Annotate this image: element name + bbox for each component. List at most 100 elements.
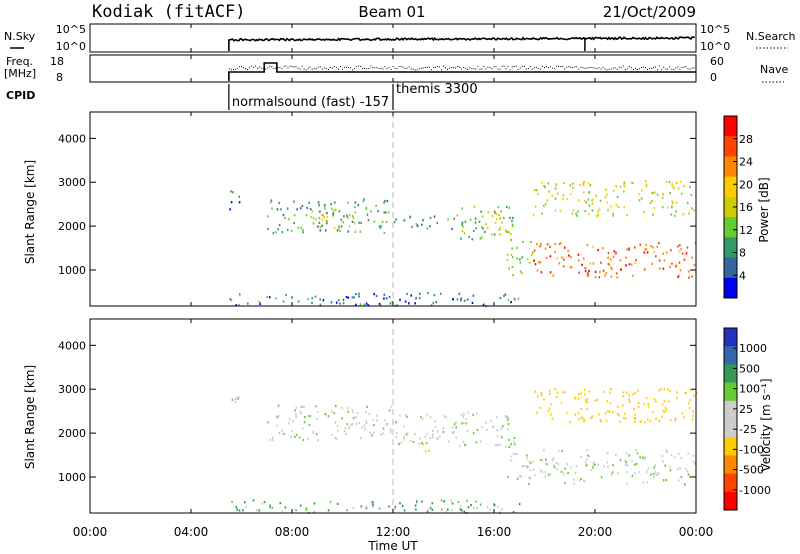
velocity-cell bbox=[400, 441, 403, 444]
power-cell bbox=[497, 206, 500, 209]
velocity-cell bbox=[263, 501, 266, 504]
power-cell bbox=[512, 274, 514, 277]
power-cell bbox=[360, 221, 362, 224]
power-cell bbox=[471, 238, 474, 241]
velocity-cell bbox=[634, 463, 636, 466]
velocity-cell bbox=[615, 453, 617, 457]
velocity-cell bbox=[479, 440, 482, 443]
velocity-cell bbox=[481, 426, 483, 429]
power-cell bbox=[559, 209, 562, 213]
velocity-cell bbox=[621, 404, 624, 407]
power-cell bbox=[516, 257, 518, 260]
power-cell bbox=[312, 217, 315, 220]
velocity-cell bbox=[588, 390, 590, 393]
velocity-cell bbox=[382, 427, 385, 430]
velocity-cell bbox=[681, 412, 684, 415]
colorbar-tick-label: 1000 bbox=[739, 342, 767, 355]
power-cell bbox=[314, 218, 317, 221]
velocity-cell bbox=[394, 507, 396, 510]
cpid-marks bbox=[228, 84, 394, 110]
velocity-cell bbox=[459, 504, 462, 507]
power-cell bbox=[340, 218, 342, 221]
velocity-cell bbox=[466, 429, 469, 433]
velocity-cell bbox=[445, 510, 447, 513]
velocity-cell bbox=[654, 464, 656, 467]
velocity-cell bbox=[337, 429, 339, 433]
velocity-cell bbox=[617, 472, 619, 475]
velocity-cell bbox=[460, 413, 463, 417]
velocity-cell bbox=[634, 417, 637, 420]
power-cell bbox=[416, 225, 419, 228]
power-cell bbox=[530, 254, 533, 257]
power-cell bbox=[239, 293, 241, 296]
velocity-cell bbox=[421, 500, 423, 503]
velocity-cell bbox=[364, 428, 366, 431]
velocity-cell bbox=[575, 465, 578, 468]
velocity-cell bbox=[606, 400, 608, 403]
power-cell bbox=[311, 297, 313, 300]
velocity-cell bbox=[593, 461, 595, 464]
velocity-cell bbox=[637, 405, 640, 408]
power-cell bbox=[508, 267, 510, 270]
velocity-cell bbox=[317, 439, 319, 442]
power-cell bbox=[570, 266, 573, 269]
power-cell bbox=[665, 180, 668, 183]
velocity-cell bbox=[496, 416, 498, 419]
velocity-cell bbox=[680, 476, 683, 479]
power-cell bbox=[335, 301, 338, 304]
velocity-cell bbox=[415, 500, 418, 503]
velocity-cell bbox=[683, 416, 685, 419]
power-cell bbox=[493, 210, 496, 213]
velocity-cell bbox=[661, 415, 663, 418]
power-cell bbox=[494, 221, 497, 224]
power-cell bbox=[511, 219, 513, 222]
velocity-cell bbox=[295, 415, 297, 418]
power-cell bbox=[229, 298, 232, 301]
velocity-cell bbox=[505, 415, 508, 418]
velocity-cell bbox=[606, 461, 609, 464]
velocity-cell bbox=[607, 410, 609, 413]
power-cell bbox=[276, 208, 279, 211]
velocity-cell bbox=[691, 418, 694, 421]
velocity-cell bbox=[574, 413, 576, 416]
velocity-cell bbox=[472, 432, 475, 435]
velocity-cell bbox=[588, 455, 591, 458]
power-cell bbox=[503, 294, 505, 297]
velocity-cell bbox=[305, 507, 308, 510]
power-cell bbox=[591, 209, 594, 212]
velocity-cell bbox=[564, 391, 567, 394]
power-cell bbox=[689, 185, 691, 188]
velocity-cell bbox=[372, 505, 374, 508]
velocity-cell bbox=[553, 464, 555, 467]
power-cell bbox=[485, 223, 487, 226]
power-cell bbox=[591, 202, 594, 205]
power-cell bbox=[310, 216, 313, 219]
y-tick-label: 2000 bbox=[58, 427, 86, 440]
velocity-cell bbox=[622, 395, 624, 398]
power-cell bbox=[507, 230, 510, 234]
velocity-cell bbox=[365, 507, 368, 510]
power-cell bbox=[307, 297, 309, 301]
power-cell bbox=[383, 231, 386, 234]
velocity-cell bbox=[573, 482, 576, 485]
power-cell bbox=[354, 230, 357, 233]
power-cell bbox=[649, 202, 652, 205]
velocity-cell bbox=[579, 479, 581, 482]
power-cell bbox=[579, 184, 581, 187]
velocity-cell bbox=[573, 478, 575, 481]
power-cell bbox=[373, 293, 375, 296]
velocity-cell bbox=[583, 479, 586, 483]
power-cell bbox=[558, 243, 561, 246]
velocity-cell bbox=[271, 436, 274, 439]
velocity-cell bbox=[363, 424, 366, 427]
x-tick-label: 04:00 bbox=[174, 525, 209, 539]
power-cell bbox=[617, 206, 620, 209]
velocity-cell bbox=[603, 465, 605, 468]
velocity-cell bbox=[584, 461, 587, 464]
power-cell bbox=[612, 212, 615, 215]
velocity-cell bbox=[667, 388, 669, 391]
power-cell bbox=[418, 297, 421, 300]
power-cell bbox=[679, 269, 682, 272]
velocity-cell bbox=[637, 389, 639, 392]
velocity-cell bbox=[397, 442, 400, 445]
